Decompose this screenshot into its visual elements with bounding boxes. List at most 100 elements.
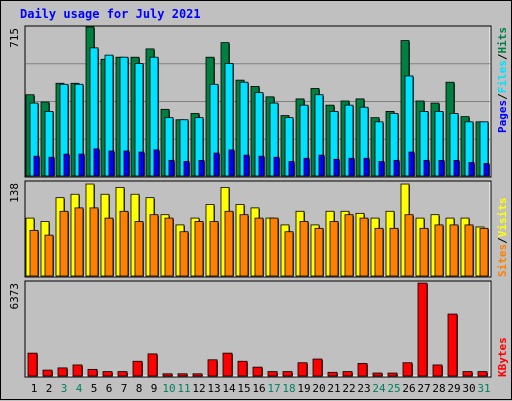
kbytes-bar-day-12: [192, 373, 203, 377]
sites-bar-day-14: [224, 210, 234, 277]
legend-hits-files-pages-item: Pages: [496, 100, 509, 133]
x-tick-day-8: 8: [136, 382, 143, 395]
ymax-label-hits-files-pages: 715: [8, 28, 21, 48]
kbytes-bar-day-6: [102, 371, 113, 377]
legend-hits-files-pages-item: Files: [496, 60, 509, 93]
legend-kbytes-item: KBytes: [496, 337, 509, 377]
kbytes-bar-day-4: [72, 364, 83, 377]
sites-bar-day-16: [254, 217, 264, 277]
x-tick-day-1: 1: [31, 382, 38, 395]
x-tick-day-22: 22: [342, 382, 355, 395]
sites-bar-day-18: [284, 231, 294, 277]
pages-bar-day-8: [138, 151, 145, 177]
pages-bar-day-6: [108, 150, 115, 177]
x-tick-day-25: 25: [387, 382, 400, 395]
x-tick-day-9: 9: [151, 382, 158, 395]
kbytes-bar-day-19: [297, 362, 308, 377]
kbytes-bar-day-28: [432, 364, 443, 377]
sites-bar-day-27: [419, 227, 429, 277]
pages-bar-day-4: [78, 153, 85, 177]
sites-bar-day-5: [89, 207, 99, 277]
x-tick-day-27: 27: [417, 382, 430, 395]
x-tick-day-7: 7: [121, 382, 128, 395]
x-tick-day-14: 14: [222, 382, 236, 395]
sites-bar-day-6: [104, 217, 114, 277]
pages-bar-day-24: [378, 161, 385, 177]
pages-bar-day-30: [468, 162, 475, 177]
pages-bar-day-23: [363, 157, 370, 177]
x-tick-day-13: 13: [207, 382, 220, 395]
pages-bar-day-18: [288, 161, 295, 177]
x-tick-day-3: 3: [61, 382, 68, 395]
sites-bar-day-17: [269, 217, 279, 277]
kbytes-bar-day-7: [117, 371, 128, 377]
sites-bar-day-15: [239, 214, 249, 277]
sites-bar-day-11: [179, 231, 189, 277]
sites-bar-day-13: [209, 221, 219, 277]
pages-bar-day-29: [453, 159, 460, 177]
x-tick-day-18: 18: [282, 382, 295, 395]
x-tick-day-19: 19: [297, 382, 310, 395]
x-tick-day-4: 4: [76, 382, 83, 395]
x-tick-day-2: 2: [46, 382, 53, 395]
pages-bar-day-3: [63, 153, 70, 177]
pages-bar-day-11: [183, 161, 190, 177]
kbytes-bar-day-30: [462, 371, 473, 377]
x-tick-day-5: 5: [91, 382, 98, 395]
legend-visits-sites-item: Sites: [496, 244, 509, 277]
pages-bar-day-17: [273, 156, 280, 177]
legend-hits-files-pages-item: /: [496, 93, 509, 100]
kbytes-bar-day-2: [42, 369, 53, 377]
pages-bar-day-31: [483, 163, 490, 177]
pages-bar-day-1: [33, 155, 40, 177]
x-tick-day-20: 20: [312, 382, 325, 395]
sites-bar-day-12: [194, 221, 204, 277]
legend-visits-sites-item: /: [496, 237, 509, 244]
pages-bar-day-22: [348, 157, 355, 177]
pages-bar-day-13: [213, 152, 220, 177]
sites-bar-day-31: [479, 227, 489, 277]
kbytes-bar-day-24: [372, 372, 383, 377]
sites-bar-day-1: [29, 229, 39, 277]
pages-bar-day-2: [48, 156, 55, 177]
legend-visits-sites-item: Visits: [496, 198, 509, 238]
pages-bar-day-20: [318, 154, 325, 177]
x-tick-day-21: 21: [327, 382, 340, 395]
kbytes-bar-day-9: [147, 353, 158, 377]
x-tick-day-26: 26: [402, 382, 415, 395]
kbytes-bar-day-10: [162, 373, 173, 377]
kbytes-bar-day-3: [57, 367, 68, 377]
kbytes-bar-day-27: [417, 282, 428, 377]
x-tick-day-30: 30: [462, 382, 475, 395]
x-tick-day-11: 11: [177, 382, 190, 395]
pages-bar-day-19: [303, 157, 310, 177]
pages-bar-day-27: [423, 159, 430, 177]
pages-bar-day-28: [438, 159, 445, 177]
legend-hits-files-pages-item: /: [496, 53, 509, 60]
pages-bar-day-15: [243, 154, 250, 177]
kbytes-bar-day-11: [177, 373, 188, 377]
kbytes-bar-day-18: [282, 371, 293, 377]
kbytes-bar-day-29: [447, 313, 458, 377]
legend-visits-sites: Sites/Visits: [496, 198, 509, 278]
kbytes-bar-day-13: [207, 359, 218, 377]
pages-bar-day-7: [123, 150, 130, 177]
sites-bar-day-4: [74, 207, 84, 277]
kbytes-bar-day-20: [312, 358, 323, 377]
pages-bar-day-5: [93, 148, 100, 177]
kbytes-bar-day-8: [132, 360, 143, 377]
kbytes-bar-day-15: [237, 360, 248, 377]
sites-bar-day-22: [344, 214, 354, 277]
sites-bar-day-19: [299, 221, 309, 277]
x-tick-day-31: 31: [477, 382, 490, 395]
x-tick-day-17: 17: [267, 382, 280, 395]
kbytes-bar-day-21: [327, 371, 338, 377]
sites-bar-day-8: [134, 221, 144, 277]
kbytes-bar-day-16: [252, 366, 263, 377]
pages-bar-day-14: [228, 149, 235, 177]
legend-hits-files-pages-item: Hits: [496, 27, 509, 54]
pages-bar-day-21: [333, 158, 340, 177]
kbytes-bar-day-17: [267, 371, 278, 377]
panel-kbytes: [24, 280, 492, 378]
